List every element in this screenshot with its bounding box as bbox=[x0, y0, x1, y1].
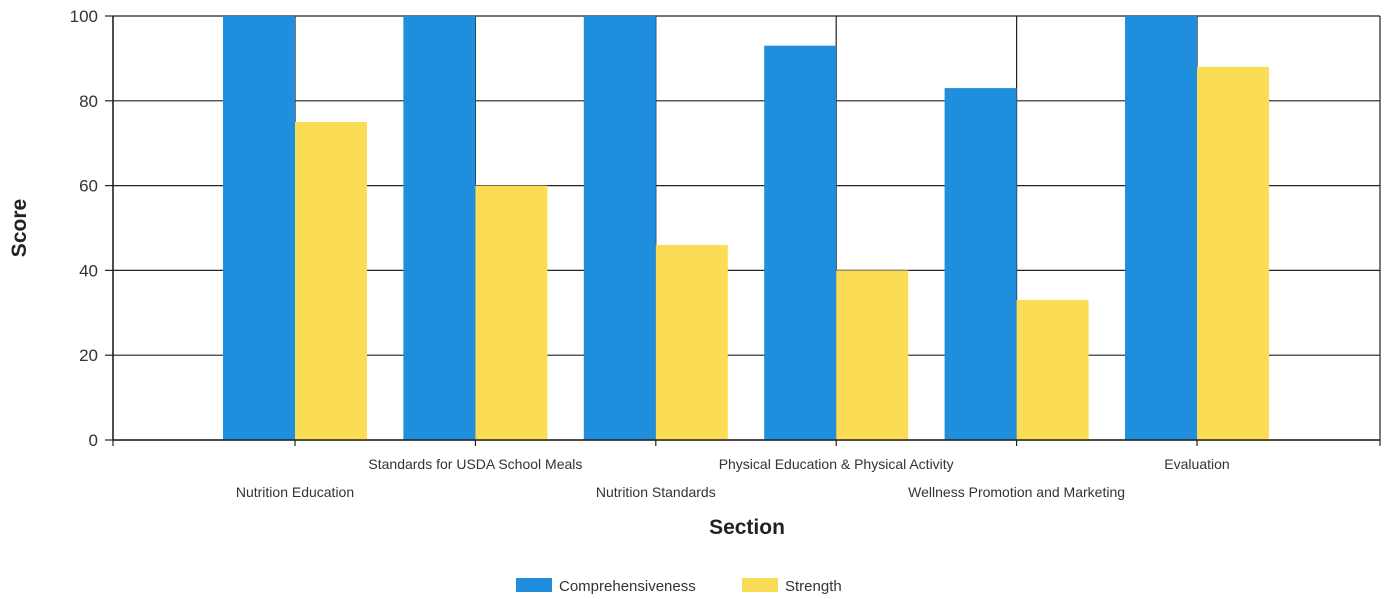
y-tick-label: 100 bbox=[70, 7, 98, 26]
legend-label: Strength bbox=[785, 578, 842, 595]
x-axis-title: Section bbox=[709, 516, 785, 539]
y-tick-label: 80 bbox=[79, 92, 98, 111]
category-label: Physical Education & Physical Activity bbox=[719, 456, 954, 472]
y-tick-label: 60 bbox=[79, 177, 98, 196]
legend-label: Comprehensiveness bbox=[559, 578, 696, 595]
bar-strength bbox=[1197, 66, 1269, 440]
bar-strength bbox=[1016, 300, 1089, 440]
bar-strength bbox=[295, 122, 367, 440]
category-labels: Nutrition Education Standards for USDA Sc… bbox=[236, 456, 1230, 500]
bar-comprehensiveness bbox=[403, 16, 476, 440]
y-tick-label: 20 bbox=[79, 346, 98, 365]
bar-strength bbox=[475, 185, 548, 440]
category-label: Evaluation bbox=[1164, 456, 1229, 472]
axes bbox=[105, 15, 1380, 441]
category-label: Nutrition Education bbox=[236, 484, 354, 500]
bar-comprehensiveness bbox=[1125, 16, 1197, 440]
legend: Comprehensiveness Strength bbox=[516, 578, 842, 595]
category-label: Wellness Promotion and Marketing bbox=[908, 484, 1125, 500]
bar-comprehensiveness bbox=[223, 16, 295, 440]
category-label: Standards for USDA School Meals bbox=[368, 456, 582, 472]
bars bbox=[223, 16, 1269, 441]
y-tick-labels: 0 20 40 60 80 100 bbox=[70, 7, 98, 450]
y-tick-label: 40 bbox=[79, 261, 98, 280]
y-tick-label: 0 bbox=[89, 431, 98, 450]
y-axis-title: Score bbox=[8, 199, 31, 257]
bar-strength bbox=[655, 244, 728, 440]
legend-swatch bbox=[516, 578, 552, 592]
category-label: Nutrition Standards bbox=[596, 484, 716, 500]
legend-swatch bbox=[742, 578, 778, 592]
bar-comprehensiveness bbox=[583, 16, 656, 440]
bar-comprehensiveness bbox=[944, 88, 1017, 440]
bar-strength bbox=[836, 270, 909, 440]
bar-comprehensiveness bbox=[764, 45, 837, 441]
